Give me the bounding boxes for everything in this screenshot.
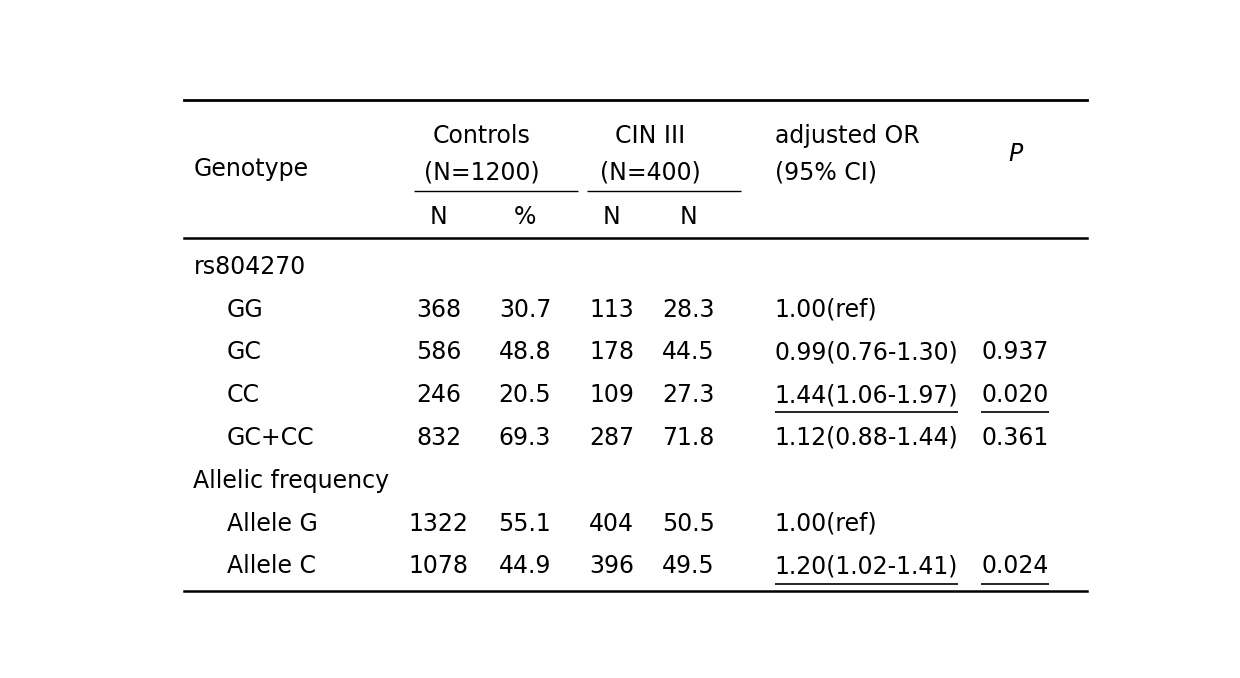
Text: 28.3: 28.3 xyxy=(662,298,714,321)
Text: 20.5: 20.5 xyxy=(498,383,552,407)
Text: 396: 396 xyxy=(589,555,634,578)
Text: 49.5: 49.5 xyxy=(662,555,714,578)
Text: 48.8: 48.8 xyxy=(498,340,552,364)
Text: Allele G: Allele G xyxy=(227,511,317,536)
Text: %: % xyxy=(513,205,536,229)
Text: 0.937: 0.937 xyxy=(981,340,1049,364)
Text: 1.44(1.06-1.97): 1.44(1.06-1.97) xyxy=(775,383,959,407)
Text: 113: 113 xyxy=(589,298,634,321)
Text: 50.5: 50.5 xyxy=(662,511,714,536)
Text: 0.99(0.76-1.30): 0.99(0.76-1.30) xyxy=(775,340,959,364)
Text: P: P xyxy=(1008,142,1022,166)
Text: 1.00(ref): 1.00(ref) xyxy=(775,298,878,321)
Text: 30.7: 30.7 xyxy=(498,298,551,321)
Text: 44.5: 44.5 xyxy=(662,340,714,364)
Text: 287: 287 xyxy=(589,426,634,450)
Text: N: N xyxy=(603,205,620,229)
Text: 832: 832 xyxy=(415,426,461,450)
Text: 1078: 1078 xyxy=(408,555,469,578)
Text: 69.3: 69.3 xyxy=(498,426,551,450)
Text: 27.3: 27.3 xyxy=(662,383,714,407)
Text: 1.20(1.02-1.41): 1.20(1.02-1.41) xyxy=(775,555,959,578)
Text: (95% CI): (95% CI) xyxy=(775,161,877,184)
Text: 586: 586 xyxy=(415,340,461,364)
Text: 0.361: 0.361 xyxy=(982,426,1049,450)
Text: Controls: Controls xyxy=(433,124,531,148)
Text: GC+CC: GC+CC xyxy=(227,426,315,450)
Text: Allelic frequency: Allelic frequency xyxy=(193,468,389,493)
Text: GC: GC xyxy=(227,340,262,364)
Text: 1.00(ref): 1.00(ref) xyxy=(775,511,878,536)
Text: (N=400): (N=400) xyxy=(600,161,701,184)
Text: Allele C: Allele C xyxy=(227,555,316,578)
Text: CIN III: CIN III xyxy=(615,124,684,148)
Text: 0.024: 0.024 xyxy=(981,555,1049,578)
Text: 1.12(0.88-1.44): 1.12(0.88-1.44) xyxy=(775,426,959,450)
Text: 246: 246 xyxy=(415,383,461,407)
Text: adjusted OR: adjusted OR xyxy=(775,124,920,148)
Text: rs804270: rs804270 xyxy=(193,255,306,279)
Text: 71.8: 71.8 xyxy=(662,426,714,450)
Text: CC: CC xyxy=(227,383,260,407)
Text: Genotype: Genotype xyxy=(193,157,309,181)
Text: 368: 368 xyxy=(415,298,461,321)
Text: 0.020: 0.020 xyxy=(981,383,1049,407)
Text: N: N xyxy=(680,205,697,229)
Text: (N=1200): (N=1200) xyxy=(424,161,539,184)
Text: GG: GG xyxy=(227,298,264,321)
Text: 1322: 1322 xyxy=(408,511,469,536)
Text: 44.9: 44.9 xyxy=(498,555,551,578)
Text: 109: 109 xyxy=(589,383,634,407)
Text: N: N xyxy=(429,205,448,229)
Text: 404: 404 xyxy=(589,511,634,536)
Text: 178: 178 xyxy=(589,340,634,364)
Text: 55.1: 55.1 xyxy=(498,511,552,536)
